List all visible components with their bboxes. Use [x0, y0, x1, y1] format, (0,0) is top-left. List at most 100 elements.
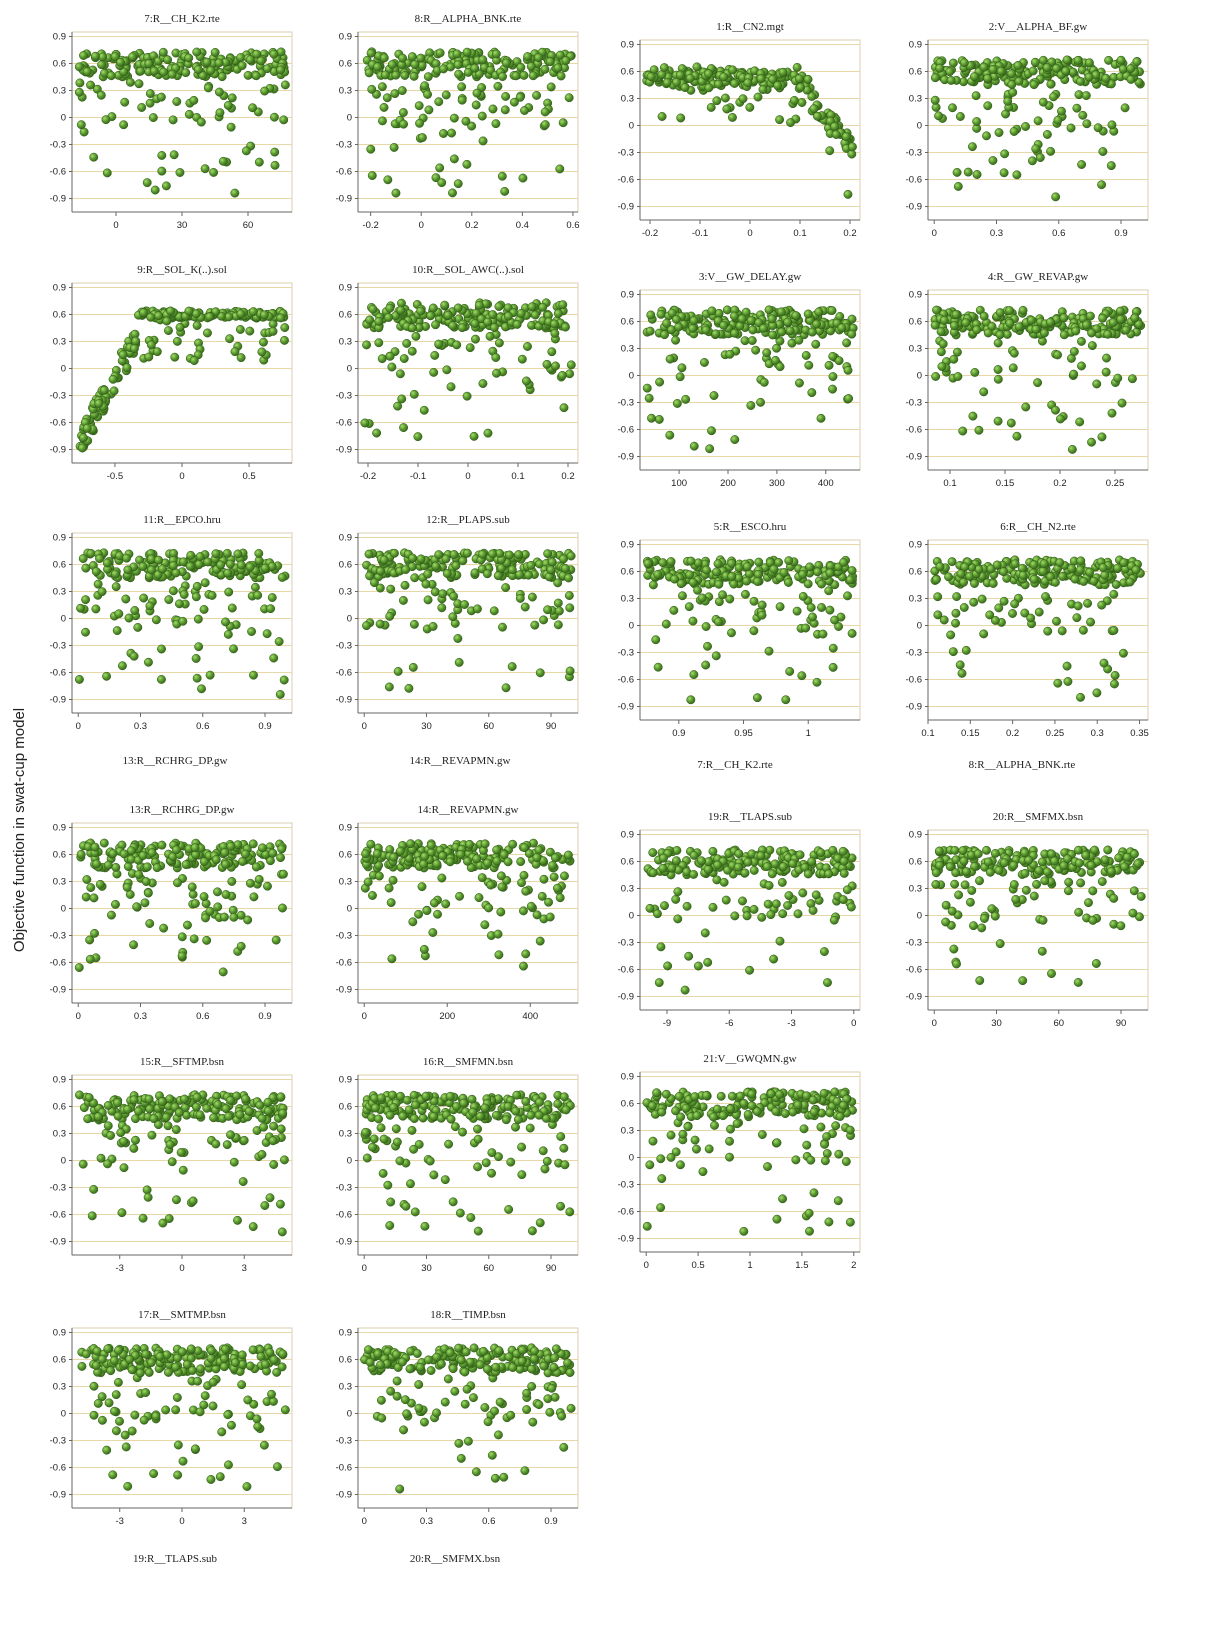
y-tick-label: 0 [917, 121, 922, 132]
data-point [553, 1099, 563, 1109]
x-tick-label: 0.6 [1052, 228, 1065, 239]
data-point [376, 566, 385, 576]
data-point [935, 860, 945, 870]
data-point [407, 1125, 417, 1135]
y-tick-label: -0.9 [50, 1237, 66, 1248]
data-point [745, 965, 755, 975]
data-point [150, 185, 160, 195]
data-point [170, 352, 180, 362]
data-point [134, 79, 144, 89]
data-point [146, 312, 156, 322]
data-point [162, 316, 172, 326]
data-point [1041, 592, 1051, 602]
data-point [239, 1135, 249, 1145]
data-point [982, 845, 991, 855]
data-point [103, 1100, 113, 1110]
data-point [517, 1142, 527, 1152]
data-point [108, 374, 118, 384]
data-point [92, 859, 102, 869]
data-point [951, 310, 961, 319]
data-point [263, 1106, 273, 1116]
data-point [1008, 609, 1017, 618]
data-point [483, 317, 493, 327]
data-point [555, 164, 565, 174]
panel-title: 20:R__SMFMX.bsn [993, 811, 1084, 823]
data-point [791, 311, 801, 320]
data-point [462, 47, 472, 57]
data-point [152, 347, 162, 357]
data-point [745, 102, 755, 112]
y-tick-label: -0.6 [50, 1210, 66, 1221]
data-point [269, 49, 279, 59]
data-point [713, 617, 723, 627]
y-tick-label: 0.6 [909, 317, 922, 328]
data-point [1130, 849, 1139, 859]
data-point [555, 50, 565, 60]
data-point [553, 883, 562, 893]
data-point [751, 345, 761, 355]
data-point [1021, 402, 1031, 412]
data-point [543, 549, 553, 559]
data-point [772, 1138, 782, 1148]
data-point [511, 1106, 521, 1116]
data-point [203, 557, 213, 567]
data-point [103, 1121, 113, 1131]
data-point [224, 587, 234, 597]
data-point [480, 1103, 490, 1113]
data-point [269, 112, 279, 122]
data-point [195, 1110, 205, 1120]
data-point [979, 387, 989, 397]
data-point [420, 851, 430, 861]
y-tick-label: -0.9 [906, 992, 922, 1003]
data-point [213, 887, 222, 897]
data-point [1013, 61, 1023, 70]
y-tick-label: 0 [629, 1153, 634, 1164]
data-point [706, 102, 716, 112]
data-point [515, 92, 525, 102]
data-point [667, 863, 677, 873]
data-point [958, 426, 968, 436]
data-point [167, 1157, 177, 1167]
data-point [442, 569, 452, 579]
data-point [839, 869, 849, 878]
data-point [537, 891, 547, 901]
data-point [1084, 58, 1094, 68]
data-point [215, 108, 225, 118]
data-point [1038, 566, 1048, 576]
data-point [409, 619, 419, 629]
y-tick-label: -0.9 [618, 202, 634, 213]
data-point [752, 693, 762, 703]
y-tick-label: 0.6 [621, 857, 634, 868]
data-point [1103, 845, 1113, 855]
y-tick-label: -0.3 [906, 938, 922, 949]
data-point [414, 101, 424, 111]
data-point [689, 850, 699, 860]
data-point [400, 580, 410, 590]
data-point [730, 435, 740, 445]
data-point [526, 61, 536, 71]
data-point [535, 1097, 544, 1107]
data-point [709, 1112, 718, 1122]
data-point [1040, 328, 1049, 338]
data-point [448, 188, 457, 198]
data-point [656, 309, 666, 319]
data-point [271, 935, 281, 945]
data-point [434, 550, 444, 560]
data-point [722, 305, 732, 315]
data-point [194, 642, 204, 652]
data-point [1093, 123, 1103, 133]
y-tick-label: 0.6 [621, 1099, 634, 1110]
data-point [1088, 886, 1098, 896]
data-point [496, 871, 506, 881]
data-point [435, 163, 445, 173]
data-point [233, 549, 243, 559]
data-point [690, 1092, 700, 1102]
panel-title: 21:V__GWQMN.gw [703, 1053, 796, 1065]
data-point [553, 598, 563, 608]
data-point [936, 347, 946, 357]
x-tick-label: 90 [546, 721, 557, 732]
data-point [277, 1227, 287, 1237]
y-tick-label: 0.6 [909, 67, 922, 78]
data-point [374, 1114, 384, 1124]
